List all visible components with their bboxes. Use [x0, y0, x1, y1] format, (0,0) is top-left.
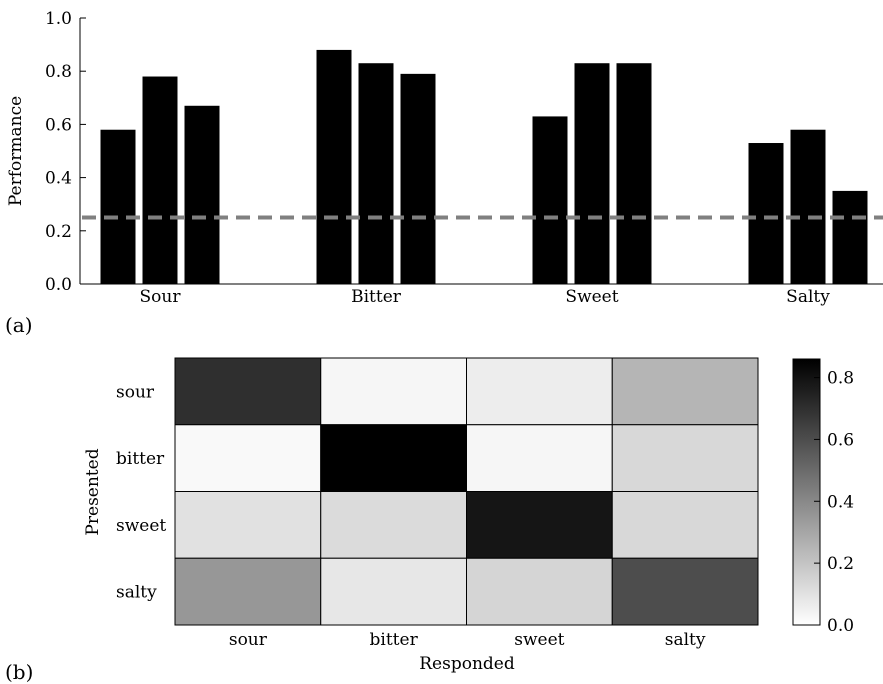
heatmap-y-tick-label: salty: [116, 583, 157, 603]
y-tick-label: 0.4: [45, 169, 72, 189]
x-axis-ticks: Sour Bitter Sweet Salty: [140, 278, 830, 307]
y-tick-label: 0.0: [45, 275, 72, 295]
y-tick-label: 0.6: [45, 115, 72, 135]
heatmap-cell: [174, 557, 322, 626]
bar: [100, 129, 136, 284]
heatmap-cell: [611, 424, 759, 492]
x-tick-label: Salty: [786, 287, 830, 307]
heatmap-cell: [320, 557, 467, 626]
bar: [400, 73, 436, 284]
panel-label-b: (b): [5, 660, 33, 684]
bar: [790, 129, 826, 284]
bar: [748, 143, 784, 284]
colorbar-ticks: 0.0 0.2 0.4 0.6 0.8: [814, 369, 854, 636]
y-axis-label: Performance: [6, 96, 26, 206]
x-tick-label: Bitter: [351, 287, 402, 307]
colorbar-gradient: [792, 358, 821, 626]
heatmap-cell: [320, 424, 467, 492]
bar-chart-panel: 0.00.20.40.60.81.0 Sour Bitter Sweet Salty …: [5, 9, 883, 337]
x-tick-label: Sweet: [565, 287, 618, 307]
heatmap-x-tick-label: sweet: [514, 630, 564, 650]
y-axis-ticks: 0.0 0.2 0.4 0.6 0.8 1.0: [45, 9, 86, 295]
bar: [184, 105, 220, 284]
colorbar-tick-label: 0.8: [827, 369, 854, 389]
heatmap-cell: [466, 357, 613, 426]
heatmap-cell: [174, 424, 322, 492]
heatmap-cells: [174, 357, 759, 626]
heatmap-y-tick-label: bitter: [116, 449, 165, 469]
bar: [532, 116, 568, 284]
heatmap-category-labels: sour bitter sweet salty sour bitter sweet salty: [116, 382, 706, 650]
panel-label-a: (a): [5, 313, 33, 337]
colorbar-tick-label: 0.6: [827, 430, 854, 450]
bar: [142, 76, 178, 285]
heatmap-cell: [611, 557, 759, 626]
bar: [574, 63, 610, 284]
heatmap-cell: [466, 491, 613, 559]
heatmap-x-axis-label: Responded: [419, 654, 515, 674]
bar: [832, 190, 868, 284]
bar: [316, 49, 352, 284]
x-tick-label: Sour: [140, 287, 182, 307]
heatmap-cell: [611, 491, 759, 559]
heatmap-cell: [320, 357, 467, 426]
bar: [358, 63, 394, 284]
heatmap-cell: [466, 424, 613, 492]
y-tick-label: 1.0: [45, 9, 72, 29]
heatmap-y-tick-label: sour: [116, 382, 155, 402]
y-tick-label: 0.8: [45, 62, 72, 82]
colorbar-tick-label: 0.0: [827, 616, 854, 636]
colorbar: 0.0 0.2 0.4 0.6 0.8: [792, 358, 854, 636]
heatmap-cell: [466, 557, 613, 626]
colorbar-tick-label: 0.4: [827, 492, 854, 512]
heatmap-y-tick-label: sweet: [116, 516, 166, 536]
colorbar-tick-label: 0.2: [827, 554, 854, 574]
heatmap-x-tick-label: bitter: [370, 630, 419, 650]
y-tick-label: 0.2: [45, 222, 72, 242]
heatmap-cell: [174, 357, 322, 426]
bar: [616, 63, 652, 284]
heatmap-cell: [174, 491, 322, 559]
heatmap-cell: [611, 357, 759, 426]
heatmap-y-axis-label: Presented: [83, 448, 103, 535]
bar-group: [100, 49, 868, 285]
heatmap-cell: [320, 491, 467, 559]
heatmap-x-tick-label: salty: [665, 630, 706, 650]
heatmap-x-tick-label: sour: [229, 630, 268, 650]
heatmap-panel: sour bitter sweet salty sour bitter sweet salty…: [5, 357, 854, 684]
